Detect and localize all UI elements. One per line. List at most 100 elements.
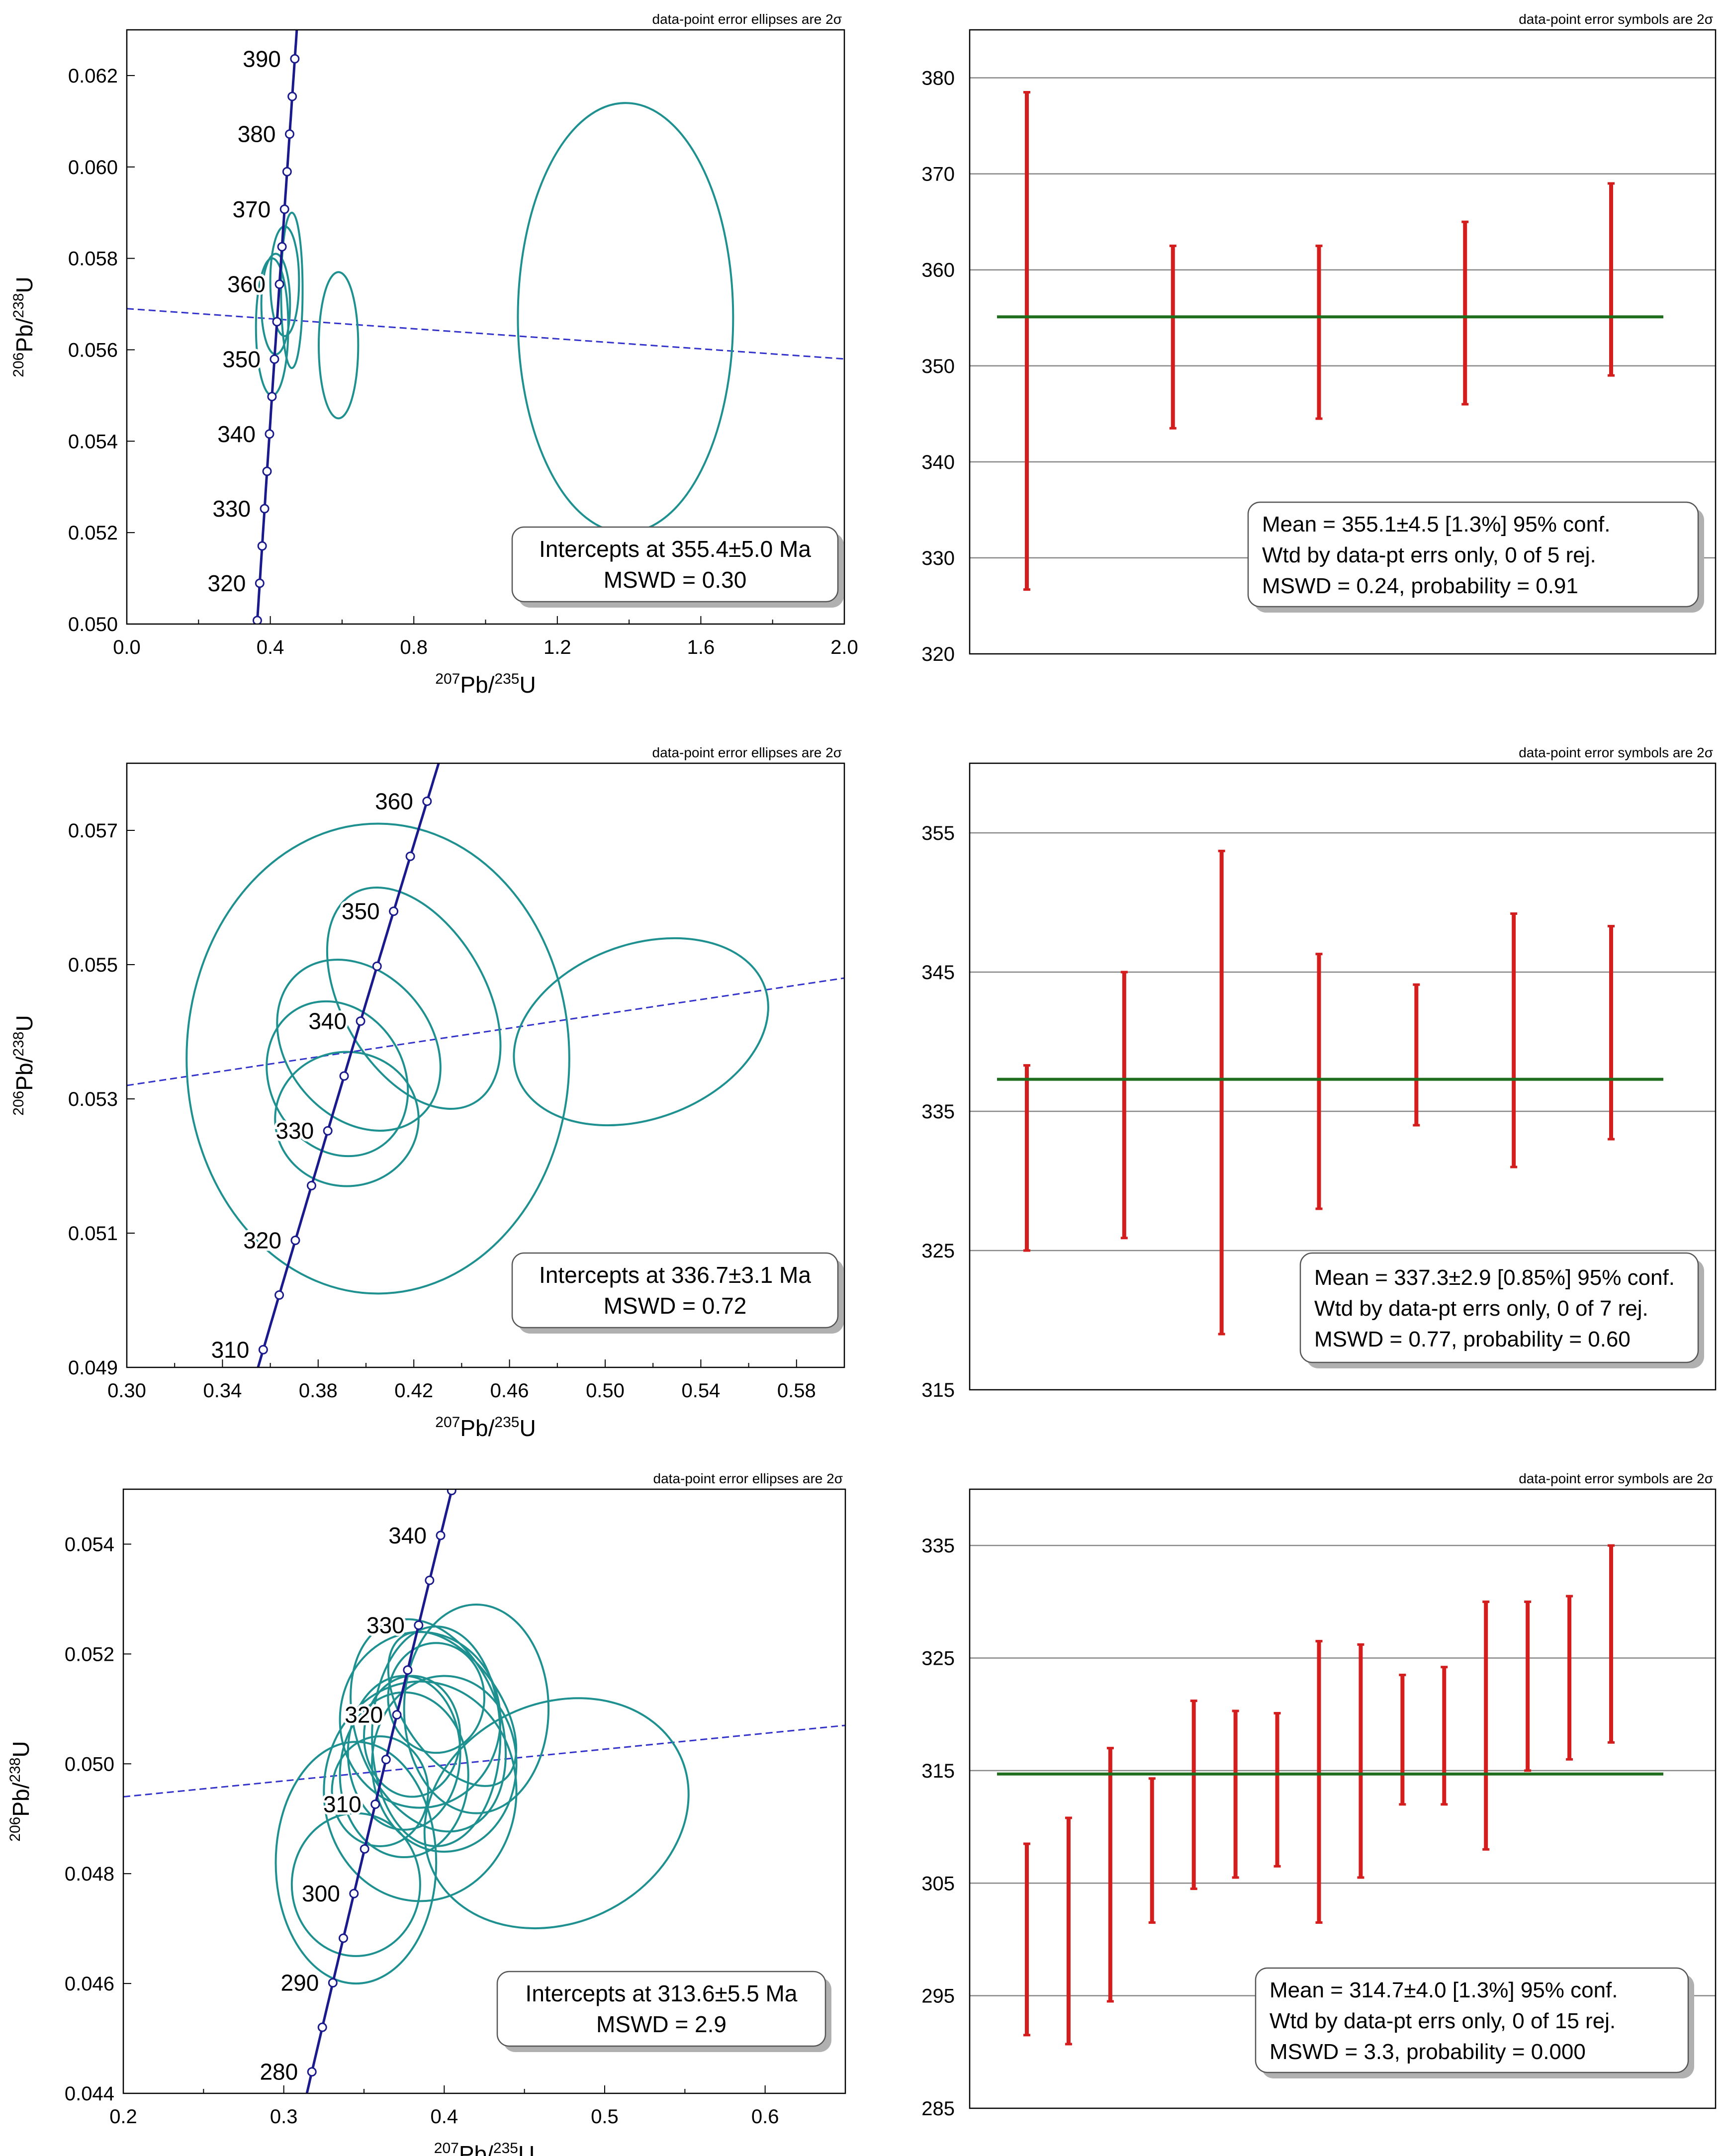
y-tick-label: 315 bbox=[921, 1760, 955, 1782]
concordia-age-marker bbox=[279, 204, 289, 214]
error-ellipse-3 bbox=[269, 225, 300, 337]
error-ellipse-7 bbox=[387, 1642, 486, 1754]
chart-panel-4: 315 325 335 345 355 data-point error symbols … bbox=[921, 745, 1717, 1401]
y-axis-label-part: 238 bbox=[7, 1758, 23, 1783]
y-axis-label-part: U bbox=[8, 1741, 34, 1757]
x-axis-label-part: Pb/ bbox=[460, 672, 494, 698]
error-ellipse-5 bbox=[363, 1675, 461, 1798]
error-ellipse-15 bbox=[423, 1697, 690, 1930]
y-tick-label: 325 bbox=[921, 1240, 955, 1262]
plot-frame bbox=[126, 762, 845, 1368]
x-tick-label: 0.50 bbox=[586, 1380, 625, 1402]
x-tick-label: 0.30 bbox=[107, 1380, 146, 1402]
concordia-age-marker bbox=[356, 1016, 365, 1026]
y-tick-label: 335 bbox=[921, 1101, 955, 1123]
concordia-age-label: 340 bbox=[217, 421, 256, 447]
y-axis-label: 206Pb/238U bbox=[10, 276, 37, 377]
concordia-age-marker bbox=[252, 616, 262, 624]
concordia-age-marker bbox=[274, 1290, 284, 1300]
concordia-age-marker bbox=[403, 1665, 413, 1675]
error-note: data-point error ellipses are 2σ bbox=[653, 1471, 843, 1486]
summary-line: MSWD = 2.9 bbox=[596, 2011, 726, 2037]
concordia-age-label: 320 bbox=[208, 570, 246, 596]
concordia-age-marker bbox=[370, 1799, 380, 1809]
plot-area bbox=[127, 30, 844, 624]
x-axis-label-part: U bbox=[518, 2141, 535, 2156]
concordia-age-label: 390 bbox=[243, 46, 281, 72]
concordia-age-marker bbox=[339, 1071, 349, 1081]
y-axis-label-part: 206 bbox=[10, 353, 27, 377]
y-tick-label: 325 bbox=[921, 1648, 955, 1670]
concordia-age-marker bbox=[284, 129, 294, 139]
x-tick-label: 0.6 bbox=[751, 2106, 779, 2128]
concordia-age-label: 340 bbox=[308, 1008, 347, 1034]
y-tick-label: 0.060 bbox=[68, 157, 118, 179]
error-ellipse-6 bbox=[513, 937, 769, 1127]
plot-frame bbox=[969, 1488, 1717, 2109]
concordia-age-marker bbox=[265, 429, 274, 439]
concordia-age-label: 360 bbox=[227, 271, 266, 297]
y-tick-label: 0.057 bbox=[68, 820, 118, 842]
x-tick-label: 0.34 bbox=[203, 1380, 242, 1402]
concordia-age-marker bbox=[323, 1126, 333, 1136]
concordia-age-label: 350 bbox=[222, 346, 261, 372]
plot-area bbox=[127, 763, 844, 1408]
x-tick-label: 0.4 bbox=[257, 636, 284, 658]
concordia-age-marker bbox=[262, 466, 272, 476]
y-tick-label: 0.049 bbox=[68, 1357, 118, 1379]
concordia-age-marker bbox=[260, 504, 270, 514]
error-ellipse-11 bbox=[323, 1680, 518, 1902]
chart-panel-2: 320 330 340 350 360 370 380 data-point error sy… bbox=[921, 11, 1717, 665]
error-ellipse-6 bbox=[517, 102, 734, 534]
summary-line: Wtd by data-pt errs only, 0 of 15 rej. bbox=[1270, 2009, 1616, 2033]
y-tick-label: 335 bbox=[921, 1535, 955, 1557]
y-tick-label: 0.055 bbox=[68, 954, 118, 976]
y-tick-label: 0.052 bbox=[65, 1643, 114, 1665]
error-ellipse-13 bbox=[371, 1625, 502, 1847]
discordia-line bbox=[127, 977, 844, 1086]
concordia-age-label: 300 bbox=[302, 1881, 340, 1906]
concordia-age-marker bbox=[405, 851, 415, 861]
chart-panel-3: 310 320 330 340 350 360 0.30 0.34 0.38 0.42 0.46 0.… bbox=[10, 745, 845, 1441]
x-tick-label: 0.4 bbox=[431, 2106, 458, 2128]
concordia-age-marker bbox=[255, 578, 265, 588]
error-ellipse-1 bbox=[185, 822, 570, 1295]
y-tick-label: 305 bbox=[921, 1873, 955, 1894]
x-tick-label: 0.3 bbox=[270, 2106, 298, 2128]
y-axis-label-part: 206 bbox=[7, 1817, 23, 1842]
error-ellipse-4 bbox=[280, 211, 304, 369]
y-tick-label: 340 bbox=[921, 451, 955, 473]
plot-frame bbox=[122, 1488, 846, 2094]
y-tick-label: 0.052 bbox=[68, 522, 118, 544]
error-ellipse-5 bbox=[326, 887, 502, 1110]
concordia-age-label: 340 bbox=[388, 1523, 427, 1548]
error-note: data-point error ellipses are 2σ bbox=[652, 11, 842, 27]
concordia-age-label: 310 bbox=[211, 1337, 250, 1362]
y-tick-label: 370 bbox=[921, 164, 955, 185]
concordia-age-marker bbox=[360, 1844, 369, 1854]
y-axis-label-part: U bbox=[11, 276, 37, 293]
discordia-line bbox=[123, 1724, 845, 1798]
summary-line: MSWD = 0.24, probability = 0.91 bbox=[1262, 574, 1578, 598]
concordia-age-marker bbox=[243, 1400, 251, 1408]
x-axis-label-part: U bbox=[519, 1415, 536, 1441]
concordia-age-label: 360 bbox=[375, 788, 413, 814]
x-tick-label: 0.2 bbox=[109, 2106, 137, 2128]
x-axis-label-part: 207 bbox=[434, 2140, 459, 2156]
summary-line: Mean = 337.3±2.9 [0.85%] 95% conf. bbox=[1314, 1265, 1675, 1290]
error-note: data-point error symbols are 2σ bbox=[1519, 1471, 1713, 1486]
y-tick-label: 0.046 bbox=[65, 1973, 114, 1995]
y-tick-label: 0.048 bbox=[65, 1863, 114, 1885]
y-axis-label-part: Pb/ bbox=[8, 1782, 34, 1816]
x-tick-label: 0.8 bbox=[400, 636, 428, 658]
y-tick-label: 0.056 bbox=[68, 339, 118, 361]
error-ellipse-3 bbox=[266, 1000, 409, 1158]
concordia-curve bbox=[256, 30, 298, 624]
error-ellipse-4 bbox=[274, 1051, 420, 1187]
y-tick-label: 380 bbox=[921, 68, 955, 90]
concordia-age-label: 380 bbox=[238, 121, 276, 147]
y-tick-label: 0.050 bbox=[65, 1753, 114, 1775]
y-tick-label: 350 bbox=[921, 356, 955, 377]
y-axis-label-part: 206 bbox=[10, 1091, 27, 1116]
